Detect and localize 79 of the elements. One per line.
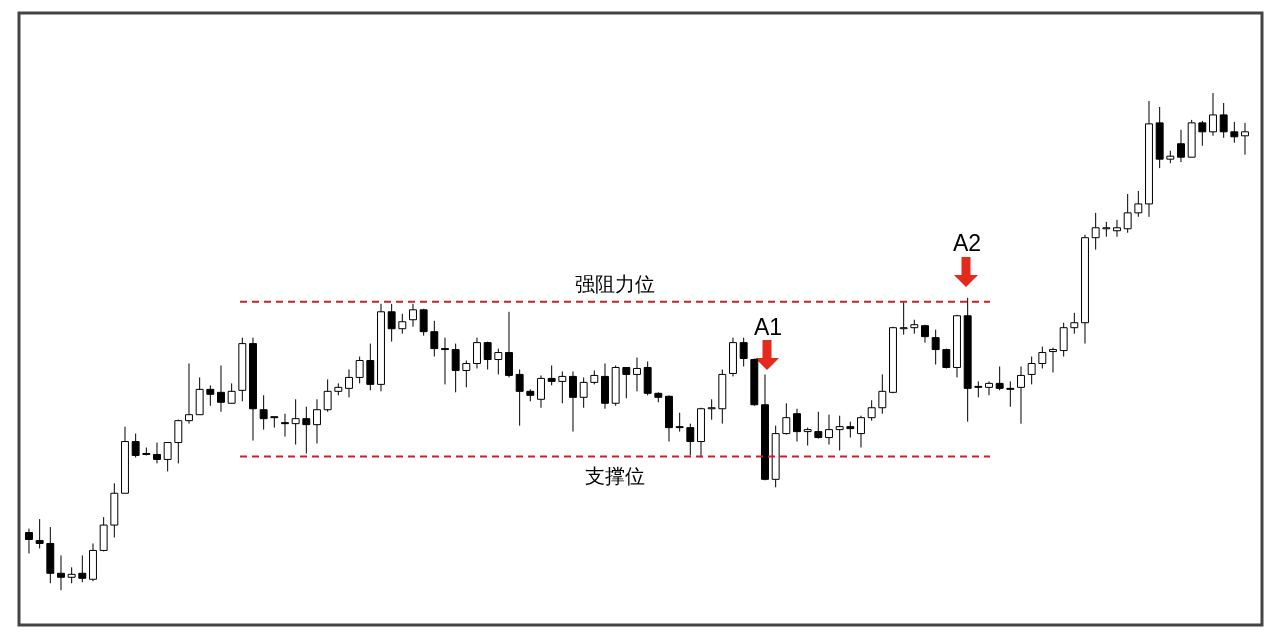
candlestick — [1198, 120, 1207, 147]
candlestick — [153, 442, 161, 464]
candlestick — [985, 380, 993, 396]
candlestick — [1241, 122, 1249, 156]
candlestick — [867, 399, 876, 422]
annotation: A1 — [753, 314, 783, 340]
candlestick — [1070, 312, 1079, 335]
candlestick — [387, 303, 396, 343]
candlestick — [185, 363, 193, 425]
candlestick — [931, 329, 940, 365]
candlestick — [835, 415, 844, 451]
candlestick — [1027, 356, 1036, 385]
candlestick — [739, 337, 748, 367]
candlestick — [174, 419, 183, 464]
candlestick — [131, 433, 140, 458]
candlestick — [313, 398, 321, 445]
candlestick — [857, 415, 865, 449]
candlestick — [35, 518, 44, 549]
candlestick — [302, 406, 311, 454]
candlestick — [537, 374, 545, 409]
candlestick — [1209, 92, 1217, 137]
candlestick — [814, 411, 823, 440]
candlestick — [483, 341, 492, 370]
candlestick — [1049, 347, 1057, 373]
candlestick — [366, 343, 375, 391]
candlestick — [270, 416, 279, 429]
candlestick — [259, 394, 268, 431]
candlestick — [1113, 219, 1121, 238]
annotation: A2 — [952, 230, 982, 256]
candlestick — [345, 368, 353, 398]
candlestick — [323, 378, 332, 413]
candlestick — [451, 343, 460, 393]
candlestick — [1134, 190, 1143, 218]
candlestick — [825, 414, 833, 446]
candlestick — [505, 311, 513, 378]
candlestick — [494, 348, 503, 375]
candlestick — [1123, 193, 1132, 234]
candlestick — [995, 365, 1004, 391]
candlestick — [569, 370, 577, 433]
candlestick — [899, 301, 908, 336]
candlestick — [1219, 102, 1228, 139]
candlestick — [1038, 346, 1047, 369]
candlestick — [462, 360, 471, 388]
candlestick — [558, 370, 567, 404]
candlestick — [633, 357, 641, 392]
candlestick — [57, 554, 65, 591]
candlestick — [1006, 380, 1015, 408]
candlestick — [163, 442, 172, 472]
candlestick — [441, 337, 449, 385]
candlestick — [782, 402, 791, 436]
candlestick — [419, 308, 428, 337]
candlestick — [25, 528, 33, 554]
ref-line-label: 强阻力位 — [575, 271, 655, 296]
candlestick — [217, 364, 225, 413]
candlestick — [878, 373, 887, 415]
candlestick — [686, 423, 695, 456]
candlestick — [281, 413, 289, 438]
candlestick — [291, 398, 300, 446]
ref-line-label: 支撑位 — [585, 464, 645, 489]
candlestick — [1059, 322, 1068, 358]
candlestick — [227, 382, 236, 404]
candlestick — [1017, 365, 1025, 425]
candlestick — [707, 398, 716, 421]
candlestick — [409, 303, 417, 328]
candlestick — [206, 384, 215, 407]
candlestick — [547, 364, 556, 386]
candlestick — [78, 554, 87, 583]
candlestick — [430, 320, 439, 358]
candlestick — [473, 337, 481, 369]
candlestick — [1091, 212, 1100, 251]
candlestick — [1230, 121, 1239, 144]
candlestick — [515, 368, 524, 427]
candlestick — [675, 412, 684, 433]
candlestick — [398, 313, 407, 335]
candlestick — [355, 356, 364, 384]
candlestick — [622, 366, 631, 399]
candlestick — [579, 376, 588, 409]
candlestick — [793, 408, 801, 443]
candlestick — [1177, 129, 1185, 163]
